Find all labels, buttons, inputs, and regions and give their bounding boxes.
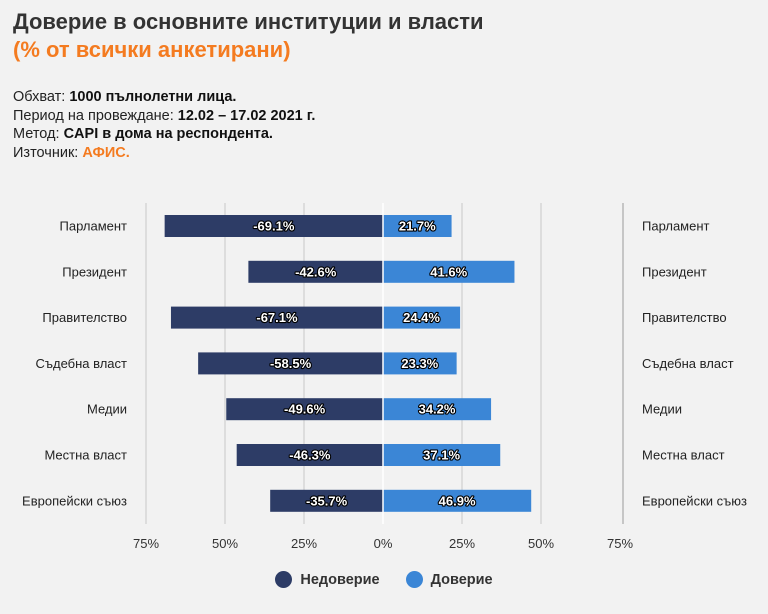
chart-subtitle: (% от всички анкетирани) xyxy=(13,37,291,62)
category-label-right: Медии xyxy=(642,402,682,417)
category-label-right: Съдебна власт xyxy=(642,356,734,371)
data-label-distrust: -69.1% xyxy=(253,219,295,234)
bar-distrust xyxy=(198,352,383,375)
data-label-trust: 23.3% xyxy=(401,356,438,371)
bar-distrust xyxy=(248,260,383,283)
category-label-right: Президент xyxy=(642,264,707,279)
bar-distrust xyxy=(164,215,383,237)
data-label-distrust: -49.6% xyxy=(284,402,326,417)
meta-label: Обхват: xyxy=(13,89,70,105)
category-label-right: Парламент xyxy=(642,219,710,234)
meta-value: АФИС. xyxy=(82,144,130,161)
category-label-left: Местна власт xyxy=(44,448,127,463)
category-label-right: Европейски съюз xyxy=(642,493,747,508)
legend-item-distrust[interactable]: Недоверие xyxy=(275,571,380,588)
category-label-left: Съдебна власт xyxy=(35,356,127,371)
data-label-trust: 37.1% xyxy=(423,448,460,463)
meta-source: Източник: АФИС. xyxy=(13,144,315,163)
x-tick-label: 50% xyxy=(212,536,238,551)
bar-distrust xyxy=(226,398,383,421)
bar-trust xyxy=(383,215,452,237)
data-label-distrust: -58.5% xyxy=(270,356,312,371)
x-tick-label: 75% xyxy=(133,536,159,551)
data-label-trust: 46.9% xyxy=(439,493,476,508)
x-tick-label: 25% xyxy=(449,536,475,551)
meta-scope: Обхват: 1000 пълнолетни лица. xyxy=(13,88,315,107)
bar-trust xyxy=(383,352,457,375)
legend-label-trust: Доверие xyxy=(430,571,493,588)
category-label-left: Парламент xyxy=(60,219,128,234)
legend-marker-distrust xyxy=(275,571,293,588)
legend-label-distrust: Недоверие xyxy=(300,571,380,588)
meta-label: Метод: xyxy=(13,126,64,142)
data-label-trust: 21.7% xyxy=(399,219,436,234)
category-label-left: Медии xyxy=(87,402,127,417)
bar-trust xyxy=(383,489,532,512)
meta-method: Метод: CAPI в дома на респондента. xyxy=(13,125,315,144)
data-label-distrust: -67.1% xyxy=(256,310,298,325)
category-label-left: Президент xyxy=(62,264,127,279)
bar-distrust xyxy=(236,444,383,466)
x-tick-label: 25% xyxy=(291,536,317,551)
data-label-distrust: -42.6% xyxy=(295,264,337,279)
category-label-right: Правителство xyxy=(642,310,727,325)
data-label-trust: 41.6% xyxy=(430,264,467,279)
legend-marker-trust xyxy=(405,571,423,588)
category-label-left: Правителство xyxy=(42,310,127,325)
meta-value: CAPI в дома на респондента. xyxy=(63,126,273,142)
meta-value: 12.02 – 17.02 2021 г. xyxy=(177,107,316,124)
meta-value: 1000 пълнолетни лица. xyxy=(69,89,237,105)
category-label-right: Местна власт xyxy=(642,448,725,463)
data-label-distrust: -46.3% xyxy=(289,448,331,463)
category-label-left: Европейски съюз xyxy=(22,493,127,508)
bar-distrust xyxy=(270,489,383,512)
legend-item-trust[interactable]: Доверие xyxy=(405,571,493,588)
meta-period: Период на провеждане: 12.02 – 17.02 2021… xyxy=(13,107,315,126)
x-tick-label: 75% xyxy=(607,536,633,551)
x-tick-label: 0% xyxy=(374,536,393,551)
bar-trust xyxy=(383,444,501,466)
bar-trust xyxy=(383,306,461,329)
x-tick-label: 50% xyxy=(528,536,554,551)
bar-distrust xyxy=(170,306,383,329)
data-label-trust: 34.2% xyxy=(419,402,456,417)
meta-label: Период на провеждане: xyxy=(13,107,178,124)
survey-meta: Обхват: 1000 пълнолетни лица. Период на … xyxy=(13,88,315,162)
bar-trust xyxy=(383,398,492,421)
legend: Недоверие Доверие xyxy=(0,571,768,588)
chart-title: Доверие в основните институции и власти xyxy=(13,9,484,34)
meta-label: Източник: xyxy=(13,144,83,161)
data-label-trust: 24.4% xyxy=(403,310,440,325)
data-label-distrust: -35.7% xyxy=(306,493,348,508)
bar-trust xyxy=(383,260,515,283)
